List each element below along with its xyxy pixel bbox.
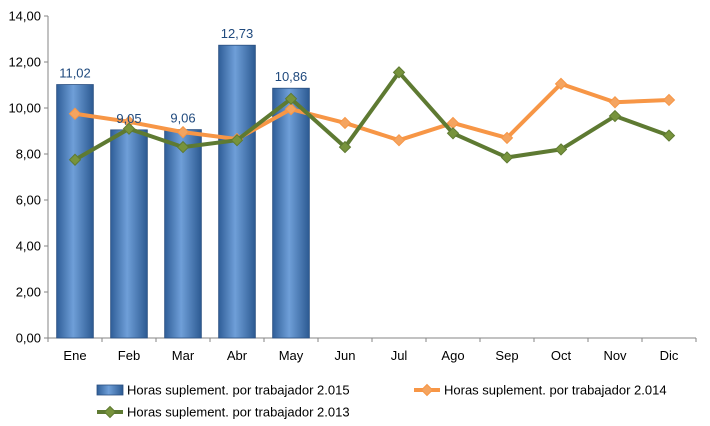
y-tick-label: 10,00 (8, 101, 41, 116)
series-line (73, 70, 671, 162)
y-tick-label: 14,00 (8, 9, 41, 24)
series-marker (230, 133, 244, 147)
legend-label: Horas suplement. por trabajador 2.014 (444, 383, 667, 398)
legend-marker (420, 383, 434, 397)
data-labels: 11,02 9,05 9,06 12,73 10,86 (59, 26, 307, 126)
series-marker (176, 125, 190, 139)
series-marker (554, 77, 568, 91)
bar (110, 129, 148, 339)
y-tick-label: 4,00 (16, 239, 41, 254)
legend-marker (103, 405, 117, 419)
x-tick-label: Oct (551, 348, 572, 363)
series-marker (662, 129, 676, 142)
series-marker (392, 133, 406, 147)
series-marker (68, 107, 82, 120)
y-tick-label: 6,00 (16, 193, 41, 208)
legend-swatch (96, 384, 124, 396)
y-tick-label: 2,00 (16, 285, 41, 300)
series-marker (338, 116, 352, 130)
series-marker (122, 122, 136, 135)
x-tick-label: Sep (495, 348, 518, 363)
axes: 0,00 2,00 4,00 6,00 8,00 10,00 12,00 14,00 Ene Fe… (8, 9, 697, 363)
x-tick-label: Ago (441, 348, 464, 363)
bar (272, 87, 310, 339)
legend-label: Horas suplement. por trabajador 2.015 (127, 383, 350, 398)
x-tick-label: May (279, 348, 304, 363)
x-tick-label: Jun (335, 348, 356, 363)
data-label: 11,02 (59, 66, 91, 81)
series-marker (608, 109, 622, 123)
series-marker (500, 151, 514, 164)
series-marker (662, 93, 676, 107)
series-marker (608, 96, 622, 109)
series-marker (554, 143, 568, 156)
data-label: 9,05 (116, 111, 141, 126)
y-tick-label: 12,00 (8, 55, 41, 70)
legend: Horas suplement. por trabajador 2.015 Hor… (96, 383, 667, 420)
series-marker (176, 140, 190, 154)
bar (218, 44, 256, 339)
series-marker (284, 102, 298, 116)
y-tick-label: 0,00 (16, 331, 41, 346)
x-tick-label: Feb (118, 348, 140, 363)
bar (56, 84, 94, 339)
series-line (73, 81, 671, 143)
series-marker (68, 153, 82, 166)
x-tick-label: Ene (63, 348, 86, 363)
y-tick-label: 8,00 (16, 147, 41, 162)
series-marker (446, 127, 460, 140)
series-marker (338, 140, 352, 154)
line-series (68, 66, 676, 166)
x-tick-label: Jul (391, 348, 408, 363)
series-marker (500, 131, 514, 145)
x-tick-label: Nov (603, 348, 627, 363)
data-label: 9,06 (170, 111, 195, 126)
series-marker (284, 92, 298, 106)
x-tick-label: Mar (172, 348, 195, 363)
bar-series (56, 44, 310, 339)
x-tick-label: Dic (660, 348, 679, 363)
data-label: 12,73 (221, 26, 254, 41)
x-tick-label: Abr (227, 348, 248, 363)
series-marker (392, 66, 406, 79)
data-label: 10,86 (275, 69, 308, 84)
legend-label: Horas suplement. por trabajador 2.013 (127, 405, 350, 420)
bar (164, 129, 202, 339)
